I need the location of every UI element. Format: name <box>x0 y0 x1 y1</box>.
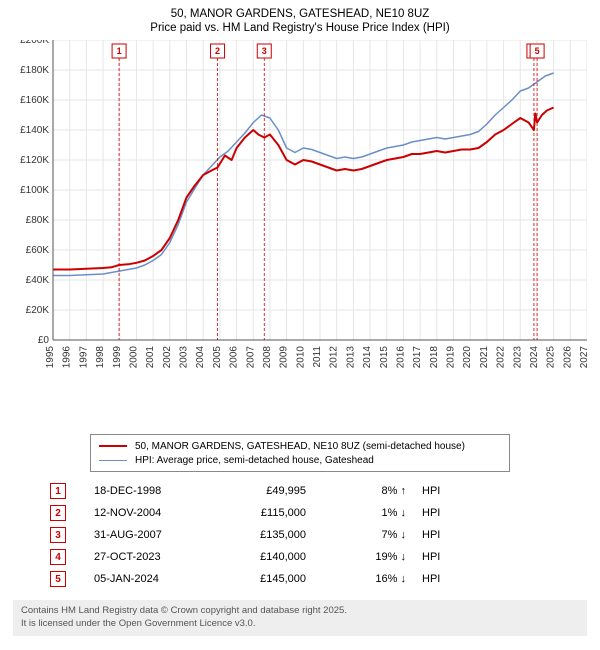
svg-text:2009: 2009 <box>279 346 290 369</box>
svg-text:£20K: £20K <box>26 305 50 316</box>
svg-text:2006: 2006 <box>229 346 240 369</box>
legend-swatch-price-paid <box>99 445 127 447</box>
transaction-date: 12-NOV-2004 <box>76 507 196 519</box>
svg-text:2019: 2019 <box>446 346 457 369</box>
svg-text:2018: 2018 <box>429 346 440 369</box>
transaction-delta: 16% ↓ <box>316 573 406 585</box>
svg-text:2003: 2003 <box>179 346 190 369</box>
svg-text:1: 1 <box>117 46 122 56</box>
svg-text:£60K: £60K <box>26 245 50 256</box>
legend-row-price-paid: 50, MANOR GARDENS, GATESHEAD, NE10 8UZ (… <box>99 439 501 453</box>
transaction-date: 05-JAN-2024 <box>76 573 196 585</box>
transaction-vs: HPI <box>416 573 456 585</box>
svg-text:£200K: £200K <box>20 40 49 46</box>
footer-line1: Contains HM Land Registry data © Crown c… <box>21 605 579 618</box>
svg-text:1995: 1995 <box>45 346 56 369</box>
transaction-price: £115,000 <box>206 507 306 519</box>
transaction-badge: 4 <box>50 549 66 565</box>
svg-text:£160K: £160K <box>20 95 49 106</box>
transaction-price: £49,995 <box>206 485 306 497</box>
svg-text:2025: 2025 <box>546 346 557 369</box>
svg-text:2020: 2020 <box>462 346 473 369</box>
svg-text:2005: 2005 <box>212 346 223 369</box>
svg-text:2000: 2000 <box>128 346 139 369</box>
transaction-badge: 2 <box>50 505 66 521</box>
svg-text:2013: 2013 <box>345 346 356 369</box>
svg-text:2007: 2007 <box>245 346 256 369</box>
svg-text:1996: 1996 <box>62 346 73 369</box>
transaction-vs: HPI <box>416 551 456 563</box>
transaction-price: £145,000 <box>206 573 306 585</box>
svg-text:£0: £0 <box>38 335 50 346</box>
transaction-delta: 8% ↑ <box>316 485 406 497</box>
transactions-table: 1 18-DEC-1998 £49,995 8% ↑ HPI 2 12-NOV-2004 £1… <box>50 480 550 590</box>
svg-text:2016: 2016 <box>395 346 406 369</box>
svg-text:2027: 2027 <box>579 346 587 369</box>
svg-text:£100K: £100K <box>20 185 49 196</box>
chart-title-line2: Price paid vs. HM Land Registry's House … <box>10 22 590 34</box>
transaction-delta: 19% ↓ <box>316 551 406 563</box>
svg-text:3: 3 <box>262 46 267 56</box>
legend-row-hpi: HPI: Average price, semi-detached house,… <box>99 453 501 467</box>
svg-text:2021: 2021 <box>479 346 490 369</box>
svg-text:2008: 2008 <box>262 346 273 369</box>
svg-text:2015: 2015 <box>379 346 390 369</box>
svg-text:2012: 2012 <box>329 346 340 369</box>
svg-text:2014: 2014 <box>362 346 373 369</box>
svg-text:2004: 2004 <box>195 346 206 369</box>
legend: 50, MANOR GARDENS, GATESHEAD, NE10 8UZ (… <box>90 434 510 472</box>
transaction-row: 2 12-NOV-2004 £115,000 1% ↓ HPI <box>50 502 550 524</box>
transaction-vs: HPI <box>416 507 456 519</box>
svg-text:1999: 1999 <box>112 346 123 369</box>
transaction-row: 1 18-DEC-1998 £49,995 8% ↑ HPI <box>50 480 550 502</box>
svg-text:£180K: £180K <box>20 65 49 76</box>
legend-swatch-hpi <box>99 460 127 461</box>
transaction-date: 27-OCT-2023 <box>76 551 196 563</box>
svg-text:£80K: £80K <box>26 215 50 226</box>
svg-text:2001: 2001 <box>145 346 156 369</box>
svg-text:5: 5 <box>535 46 540 56</box>
chart-title-line1: 50, MANOR GARDENS, GATESHEAD, NE10 8UZ <box>10 8 590 20</box>
transaction-price: £135,000 <box>206 529 306 541</box>
transaction-price: £140,000 <box>206 551 306 563</box>
svg-text:£140K: £140K <box>20 125 49 136</box>
price-chart: £0 £20K £40K £60K £80K £100K £120K £140K £160K £1… <box>13 40 587 400</box>
svg-text:1997: 1997 <box>78 346 89 369</box>
svg-text:2023: 2023 <box>512 346 523 369</box>
transaction-badge: 3 <box>50 527 66 543</box>
transaction-vs: HPI <box>416 529 456 541</box>
transaction-badge: 5 <box>50 571 66 587</box>
svg-text:2017: 2017 <box>412 346 423 369</box>
transaction-date: 18-DEC-1998 <box>76 485 196 497</box>
transaction-row: 5 05-JAN-2024 £145,000 16% ↓ HPI <box>50 568 550 590</box>
svg-text:2011: 2011 <box>312 346 323 368</box>
transaction-row: 4 27-OCT-2023 £140,000 19% ↓ HPI <box>50 546 550 568</box>
legend-label-price-paid: 50, MANOR GARDENS, GATESHEAD, NE10 8UZ (… <box>135 441 465 452</box>
svg-text:2022: 2022 <box>496 346 507 369</box>
svg-text:£120K: £120K <box>20 155 49 166</box>
svg-text:£40K: £40K <box>26 275 50 286</box>
transaction-date: 31-AUG-2007 <box>76 529 196 541</box>
svg-text:2002: 2002 <box>162 346 173 369</box>
svg-text:2024: 2024 <box>529 346 540 369</box>
footer-line2: It is licensed under the Open Government… <box>21 618 579 631</box>
transaction-delta: 1% ↓ <box>316 507 406 519</box>
svg-text:2010: 2010 <box>295 346 306 369</box>
svg-text:2026: 2026 <box>562 346 573 369</box>
transaction-delta: 7% ↓ <box>316 529 406 541</box>
attribution-footer: Contains HM Land Registry data © Crown c… <box>13 600 587 636</box>
legend-label-hpi: HPI: Average price, semi-detached house,… <box>135 455 374 466</box>
svg-text:2: 2 <box>215 46 220 56</box>
transaction-row: 3 31-AUG-2007 £135,000 7% ↓ HPI <box>50 524 550 546</box>
svg-text:1998: 1998 <box>95 346 106 369</box>
transaction-badge: 1 <box>50 483 66 499</box>
transaction-vs: HPI <box>416 485 456 497</box>
